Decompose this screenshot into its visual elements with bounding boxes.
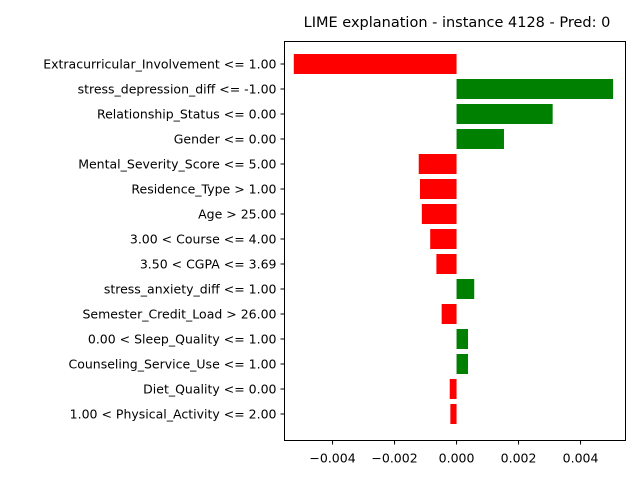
bars-group	[293, 54, 614, 424]
y-tick-label-4: Mental_Severity_Score <= 5.00	[78, 157, 276, 172]
x-tick-label-2: 0.000	[439, 451, 475, 466]
bar-5	[419, 179, 457, 199]
y-tick-label-6: Age > 25.00	[198, 207, 276, 222]
y-tick-label-1: stress_depression_diff <= -1.00	[78, 82, 277, 97]
x-tick-label-4: 0.004	[563, 451, 599, 466]
bar-13	[449, 379, 457, 399]
plot-frame	[284, 41, 626, 441]
bar-4	[418, 154, 457, 174]
y-tick-label-11: 0.00 < Sleep_Quality <= 1.00	[88, 332, 277, 347]
bar-9	[456, 279, 475, 299]
bar-2	[456, 104, 553, 124]
y-tick-label-14: 1.00 < Physical_Activity <= 2.00	[70, 407, 277, 422]
y-tick-labels: Extracurricular_Involvement <= 1.00 stres…	[43, 57, 285, 422]
x-tick-label-0: −0.004	[309, 451, 355, 466]
y-tick-label-10: Semester_Credit_Load > 26.00	[82, 307, 276, 322]
y-tick-label-9: stress_anxiety_diff <= 1.00	[104, 282, 277, 297]
x-axis: −0.004 −0.002 0.000 0.002 0.004	[309, 440, 599, 466]
bar-7	[430, 229, 457, 249]
bar-10	[441, 304, 457, 324]
y-tick-label-12: Counseling_Service_Use <= 1.00	[68, 357, 276, 372]
x-tick-label-3: 0.002	[501, 451, 537, 466]
bar-3	[456, 129, 504, 149]
y-tick-label-13: Diet_Quality <= 0.00	[143, 382, 276, 397]
y-tick-label-3: Gender <= 0.00	[174, 132, 277, 147]
bar-8	[436, 254, 457, 274]
y-tick-label-2: Relationship_Status <= 0.00	[97, 107, 277, 122]
bar-11	[456, 329, 469, 349]
bar-0	[293, 54, 457, 74]
y-tick-label-5: Residence_Type > 1.00	[131, 182, 276, 197]
bar-14	[450, 404, 457, 424]
y-tick-label-0: Extracurricular_Involvement <= 1.00	[43, 57, 276, 72]
y-tick-label-8: 3.50 < CGPA <= 3.69	[140, 257, 277, 272]
bar-12	[456, 354, 469, 374]
bar-1	[456, 79, 614, 99]
x-tick-label-1: −0.002	[371, 451, 417, 466]
chart-title: LIME explanation - instance 4128 - Pred:…	[304, 15, 611, 31]
y-tick-label-7: 3.00 < Course <= 4.00	[130, 232, 277, 247]
bar-6	[421, 204, 457, 224]
